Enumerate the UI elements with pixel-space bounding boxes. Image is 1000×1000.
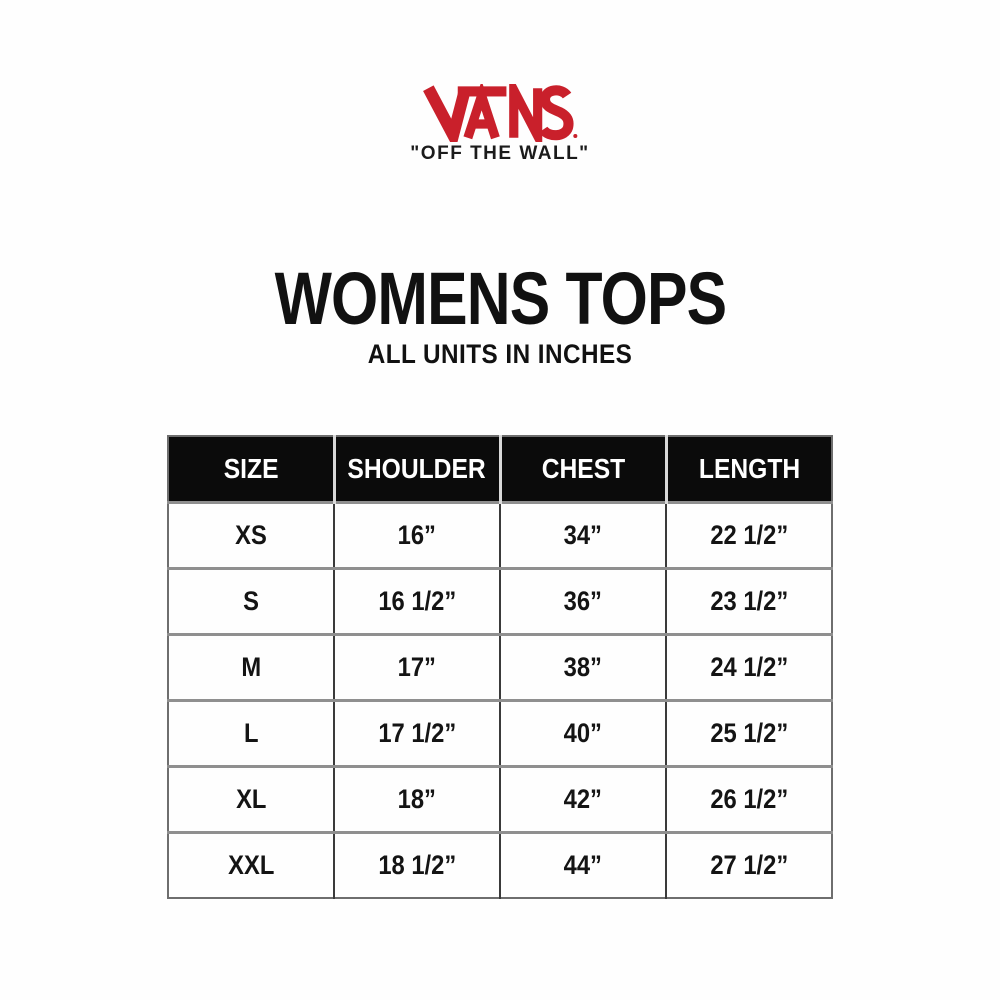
off-the-wall-tagline: "OFF THE WALL" <box>410 143 590 164</box>
length-cell: 25 1/2” <box>666 698 832 766</box>
shoulder-cell: 17” <box>334 632 501 700</box>
length-cell: 22 1/2” <box>666 500 832 568</box>
table-row: L 17 1/2” 40” 25 1/2” <box>168 698 832 766</box>
length-cell: 24 1/2” <box>666 632 832 700</box>
size-cell: XL <box>168 764 335 832</box>
table-row: XL 18” 42” 26 1/2” <box>168 764 832 832</box>
table-row: M 17” 38” 24 1/2” <box>168 632 832 700</box>
size-cell: S <box>168 566 335 634</box>
shoulder-cell: 17 1/2” <box>334 698 501 766</box>
chest-cell: 40” <box>500 698 667 766</box>
chest-cell: 34” <box>500 500 667 568</box>
shoulder-cell: 16” <box>334 500 501 568</box>
units-subtitle: ALL UNITS IN INCHES <box>367 339 633 369</box>
vans-logo: VANS <box>0 84 1000 142</box>
column-header-chest: CHEST <box>500 436 668 502</box>
shoulder-cell: 16 1/2” <box>334 566 501 634</box>
size-cell: XS <box>168 500 335 568</box>
size-cell: M <box>168 632 335 700</box>
table-row: S 16 1/2” 36” 23 1/2” <box>168 566 832 634</box>
table-header-row: SIZE SHOULDER CHEST LENGTH <box>168 436 832 502</box>
page-title: WOMENS TOPS <box>274 257 727 340</box>
chest-cell: 36” <box>500 566 667 634</box>
column-header-size: SIZE <box>168 436 336 502</box>
chest-cell: 44” <box>500 830 667 898</box>
shoulder-cell: 18” <box>334 764 501 832</box>
table-row: XS 16” 34” 22 1/2” <box>168 500 832 568</box>
vans-logo-icon <box>423 84 578 142</box>
table-row: XXL 18 1/2” 44” 27 1/2” <box>168 830 832 898</box>
column-header-length: LENGTH <box>666 436 832 502</box>
shoulder-cell: 18 1/2” <box>334 830 501 898</box>
chest-cell: 38” <box>500 632 667 700</box>
size-chart-table: SIZE SHOULDER CHEST LENGTH XS 16” 34” 22… <box>167 435 833 899</box>
size-cell: XXL <box>168 830 335 898</box>
length-cell: 26 1/2” <box>666 764 832 832</box>
size-cell: L <box>168 698 335 766</box>
length-cell: 27 1/2” <box>666 830 832 898</box>
chest-cell: 42” <box>500 764 667 832</box>
column-header-shoulder: SHOULDER <box>334 436 502 502</box>
length-cell: 23 1/2” <box>666 566 832 634</box>
